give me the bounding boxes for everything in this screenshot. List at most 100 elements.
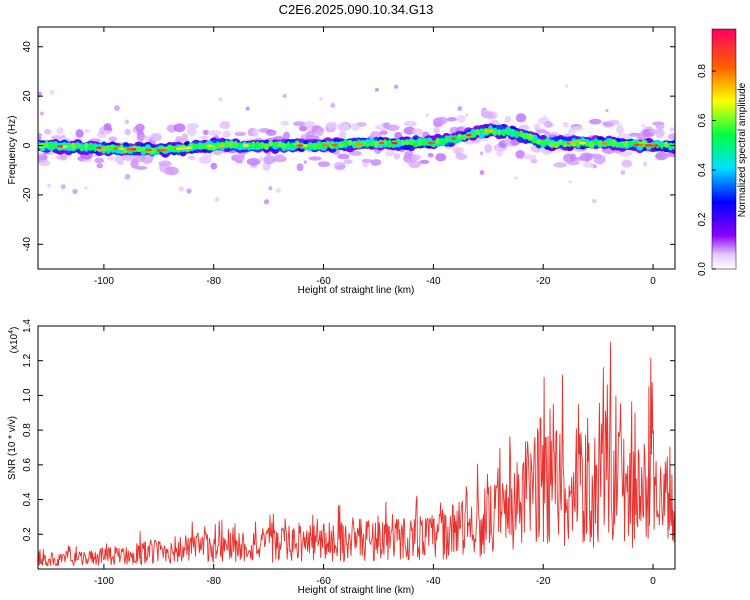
spectrogram-halo-blob: [484, 144, 493, 154]
spectrogram-band-cell: [365, 142, 370, 148]
spectrogram-speckle: [457, 106, 463, 111]
snr-y-multiplier: (x104): [8, 327, 20, 354]
spectrogram-band-cell: [501, 130, 506, 136]
spectrogram-halo-blob: [337, 153, 350, 160]
spectrogram-halo-blob: [207, 130, 222, 136]
spectrogram-band-cell: [141, 146, 146, 152]
spectrogram-speckle: [641, 123, 645, 128]
spectrogram-halo-blob: [200, 135, 210, 140]
spectrogram-speckle: [542, 114, 548, 119]
spectrogram-halo-blob: [263, 155, 276, 165]
spectrogram-halo-blob: [515, 113, 527, 123]
spectrogram-halo-blob: [589, 118, 602, 125]
spectrogram-speckle: [113, 105, 120, 112]
spectrogram-band-cell: [563, 142, 567, 148]
spectrogram-halo-blob: [135, 123, 145, 132]
spectrogram-band-cell: [223, 141, 231, 148]
spectrogram-speckle: [394, 84, 399, 89]
spectrogram-band-cell: [251, 141, 256, 148]
spectrogram-speckle: [218, 97, 223, 102]
spectrogram-speckle: [245, 106, 250, 111]
spectrogram-speckle: [374, 87, 379, 92]
spectrogram-x-tick-label: -60: [316, 276, 331, 287]
spectrogram-halo-blob: [343, 159, 353, 165]
spectrogram-x-tick-label: -80: [206, 276, 221, 287]
spectrogram-halo-blob: [308, 156, 322, 161]
spectrogram-band-cell: [493, 130, 497, 135]
spectrogram-halo-blob: [219, 120, 231, 130]
spectrogram-band-cell: [417, 139, 423, 147]
spectrogram-speckle: [186, 188, 192, 194]
spectrogram-halo-blob: [181, 133, 188, 143]
spectrogram-peak-cell: [391, 141, 398, 145]
spectrogram-band-cell: [281, 143, 287, 149]
snr-frame: [37, 325, 676, 570]
spectrogram-band-cell: [311, 143, 319, 148]
spectrogram-x-label: Height of straight line (km): [298, 285, 415, 296]
spectrogram-peak-cell: [487, 129, 494, 133]
spectrogram-speckle: [669, 127, 675, 132]
spectrogram-halo-blob: [496, 150, 503, 157]
spectrogram-halo-blob: [553, 162, 567, 168]
spectrogram-peak-cell: [355, 142, 364, 146]
spectrogram-band-cell: [479, 128, 484, 134]
spectrogram-band-cell: [263, 143, 270, 150]
spectrogram-halo-blob: [433, 126, 440, 135]
spectrogram-band-cell: [342, 140, 349, 146]
spectrogram-band-cell: [255, 141, 261, 149]
spectrogram-halo-blob: [393, 152, 401, 160]
spectrogram-halo-blob: [407, 121, 416, 127]
spectrogram-halo-blob: [338, 131, 347, 139]
spectrogram-band-cell: [588, 141, 595, 148]
spectrogram-band-cell: [290, 142, 296, 148]
spectrogram-peak-cell: [62, 145, 68, 148]
spectrogram-peak-cell: [578, 141, 587, 145]
spectrogram-halo-blob: [504, 116, 512, 123]
spectrogram-halo-blob: [655, 151, 668, 161]
spectrogram-halo-blob: [325, 121, 337, 129]
spectrogram-halo-blob: [655, 121, 665, 131]
spectrogram-halo-blob: [262, 162, 271, 172]
snr-x-tick-label: -100: [94, 576, 114, 587]
spectrogram-halo-blob: [601, 121, 613, 127]
spectrogram-halo-blob: [56, 127, 64, 135]
colorbar-tick-label: 0.8: [697, 64, 708, 78]
spectrogram-band-cell: [559, 139, 563, 145]
spectrogram-band-cell: [385, 142, 393, 148]
spectrogram-speckle: [605, 109, 609, 113]
spectrogram-peak-cell: [101, 146, 106, 150]
snr-y-tick-label: 0.8: [22, 423, 33, 437]
spectrogram-halo-blob: [535, 129, 547, 134]
spectrogram-y-tick-label: 0: [22, 142, 33, 148]
spectrogram-speckle: [61, 134, 66, 139]
spectrogram-speckle: [275, 187, 281, 193]
snr-y-tick-label: 1.0: [22, 388, 33, 402]
spectrogram-speckle: [320, 128, 325, 133]
spectrogram-band-cell: [80, 145, 84, 152]
spectrogram-halo-blob: [198, 155, 212, 164]
spectrogram-panel: -100 -80 -60 -40 -20 0 -40 -20 0 20 40 Height of s…: [7, 26, 676, 296]
spectrogram-peak-cell: [219, 144, 225, 147]
snr-x-tick-label: -20: [536, 576, 551, 587]
spectrogram-band-cell: [606, 140, 612, 147]
spectrogram-peak-cell: [113, 147, 119, 150]
spectrogram-speckle: [263, 199, 270, 205]
spectrogram-halo-blob: [654, 128, 665, 139]
spectrogram-band-cell: [457, 133, 463, 139]
spectrogram-peak-cell: [160, 148, 168, 152]
spectrogram-band-cell: [273, 141, 278, 148]
spectrogram-band-cell: [627, 141, 635, 146]
spectrogram-halo-blob: [246, 157, 261, 166]
spectrogram-speckle: [584, 155, 591, 162]
spectrogram-band-cell: [505, 130, 511, 135]
spectrogram-band-cell: [316, 143, 322, 150]
spectrogram-halo-blob: [337, 122, 350, 133]
snr-x-tick-label: -40: [426, 576, 441, 587]
spectrogram-speckle: [303, 160, 308, 164]
spectrogram-band-cell: [70, 142, 76, 150]
spectrogram-speckle: [593, 164, 597, 169]
spectrogram-y-tick-label: 20: [22, 90, 33, 102]
spectrogram-halo-blob: [567, 160, 580, 166]
spectrogram-halo-blob: [410, 154, 422, 161]
spectrogram-halo-blob: [296, 163, 304, 172]
